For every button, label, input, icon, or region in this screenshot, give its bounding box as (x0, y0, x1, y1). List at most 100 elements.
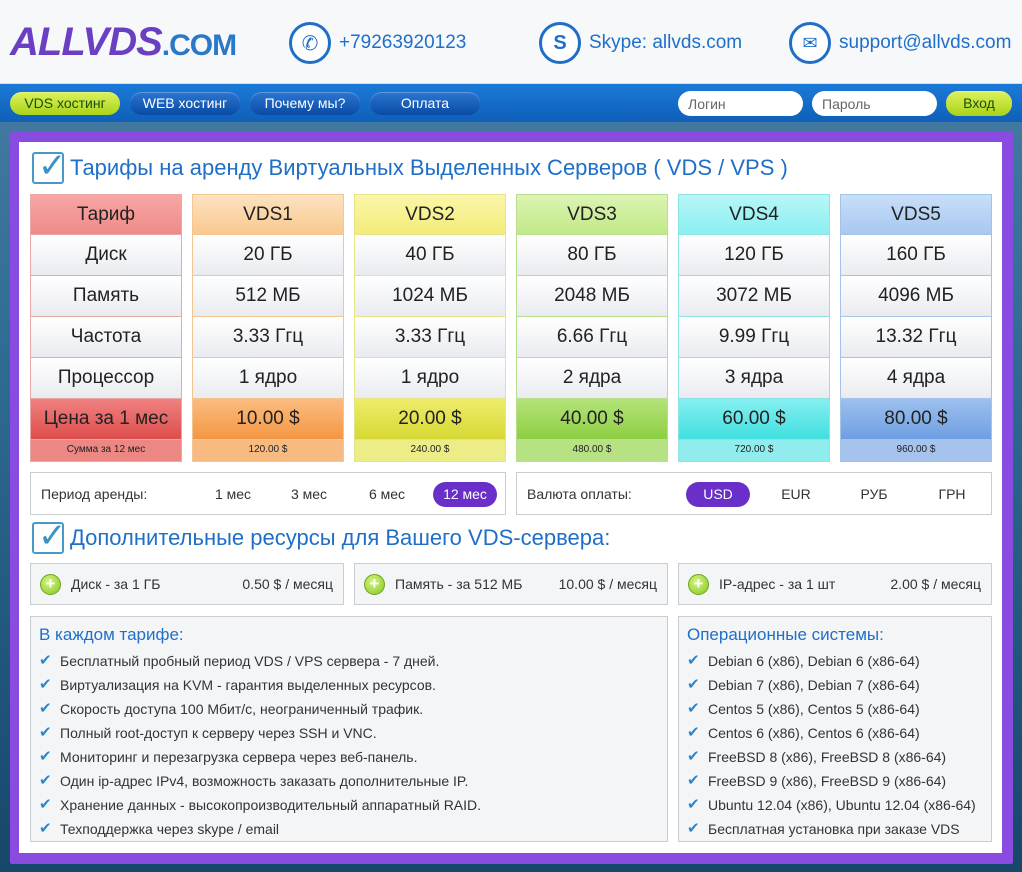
list-item: ✔ Скорость доступа 100 Мбит/с, неограниче… (39, 697, 481, 721)
check-icon: ✔ (687, 724, 700, 741)
check-icon: ✔ (687, 748, 700, 765)
plan-price: 60.00 $ (678, 399, 830, 440)
label-cpu: Процессор (30, 358, 182, 399)
resource-label: Память - за 512 МБ (395, 576, 523, 592)
skype-icon: S (539, 22, 581, 64)
plan-frequency: 3.33 Ггц (354, 317, 506, 358)
plan-cpu: 2 ядра (516, 358, 668, 399)
list-item: ✔ Мониторинг и перезагрузка сервера через… (39, 745, 481, 769)
plan-disk: 40 ГБ (354, 235, 506, 276)
password-input[interactable] (812, 91, 937, 116)
nav-web-hosting[interactable]: WEB хостинг (130, 92, 240, 115)
plan-memory: 2048 МБ (516, 276, 668, 317)
currency-rub[interactable]: РУБ (860, 486, 888, 502)
list-item: ✔ FreeBSD 9 (x86), FreeBSD 9 (x86-64) (687, 769, 976, 793)
features-title: В каждом тарифе: (39, 625, 184, 644)
plan-column-vds3[interactable]: VDS3 80 ГБ 2048 МБ 6.66 Ггц 2 ядра 40.00… (516, 194, 668, 462)
plan-column-vds4[interactable]: VDS4 120 ГБ 3072 МБ 9.99 Ггц 3 ядра 60.0… (678, 194, 830, 462)
label-sum: Сумма за 12 мес (30, 440, 182, 462)
email-contact: ✉ support@allvds.com (789, 22, 1011, 64)
phone-number: +79263920123 (339, 32, 467, 53)
list-item: ✔ Виртуализация на KVM - гарантия выделен… (39, 673, 481, 697)
checkbox-icon: ✓ (32, 517, 67, 555)
currency-usd[interactable]: USD (686, 482, 750, 507)
site-logo[interactable]: ALLVDS.COM (10, 20, 237, 68)
label-tariff: Тариф (30, 194, 182, 235)
list-item: ✔ Бесплатный пробный период VDS / VPS сер… (39, 649, 481, 673)
currency-selector: Валюта оплаты: USD EUR РУБ ГРН (516, 472, 992, 515)
os-box: Операционные системы: ✔ Debian 6 (x86), D… (678, 616, 992, 842)
login-input[interactable] (678, 91, 803, 116)
currency-label: Валюта оплаты: (527, 486, 632, 502)
plan-memory: 512 МБ (192, 276, 344, 317)
nav-vds-hosting[interactable]: VDS хостинг (10, 92, 120, 115)
list-item: ✔ Debian 6 (x86), Debian 6 (x86-64) (687, 649, 976, 673)
period-selector: Период аренды: 1 мес 3 мес 6 мес 12 мес (30, 472, 506, 515)
site-header: ALLVDS.COM ✆ +79263920123 S Skype: allvd… (0, 0, 1022, 84)
skype-name: Skype: allvds.com (589, 32, 743, 53)
plan-column-vds5[interactable]: VDS5 160 ГБ 4096 МБ 13.32 Ггц 4 ядра 80.… (840, 194, 992, 462)
plan-cpu: 1 ядро (354, 358, 506, 399)
nav-why-us[interactable]: Почему мы? (250, 92, 360, 115)
add-icon[interactable]: + (40, 574, 61, 595)
resource-price: 2.00 $ / месяц (890, 576, 981, 592)
plan-frequency: 6.66 Ггц (516, 317, 668, 358)
plan-disk: 20 ГБ (192, 235, 344, 276)
check-icon: ✔ (687, 820, 700, 837)
list-item: ✔ Один ip-адрес IPv4, возможность заказат… (39, 769, 481, 793)
plan-cpu: 1 ядро (192, 358, 344, 399)
skype-contact: S Skype: allvds.com (539, 22, 742, 64)
check-icon: ✔ (687, 652, 700, 669)
tariffs-title: Тарифы на аренду Виртуальных Выделенных … (70, 155, 788, 180)
plan-cpu: 3 ядра (678, 358, 830, 399)
check-icon: ✔ (39, 796, 52, 813)
plan-sum: 240.00 $ (354, 440, 506, 462)
period-option-1[interactable]: 1 мес (214, 486, 252, 502)
tariffs-heading: ✓ Тарифы на аренду Виртуальных Выделенны… (32, 147, 788, 185)
plan-price: 40.00 $ (516, 399, 668, 440)
currency-eur[interactable]: EUR (781, 486, 811, 502)
plan-frequency: 13.32 Ггц (840, 317, 992, 358)
plan-price: 20.00 $ (354, 399, 506, 440)
period-option-3[interactable]: 3 мес (290, 486, 328, 502)
email-link[interactable]: support@allvds.com (839, 32, 1012, 53)
period-option-6[interactable]: 6 мес (368, 486, 406, 502)
label-frequency: Частота (30, 317, 182, 358)
check-icon: ✔ (39, 772, 52, 789)
resource-price: 0.50 $ / месяц (242, 576, 333, 592)
list-item: ✔ Ubuntu 12.04 (x86), Ubuntu 12.04 (x86-6… (687, 793, 976, 817)
plan-name: VDS5 (840, 194, 992, 235)
label-memory: Память (30, 276, 182, 317)
tariff-labels-column: Тариф Диск Память Частота Процессор Цена… (30, 194, 182, 462)
plan-column-vds1[interactable]: VDS1 20 ГБ 512 МБ 3.33 Ггц 1 ядро 10.00 … (192, 194, 344, 462)
currency-uah[interactable]: ГРН (938, 486, 966, 502)
resource-disk[interactable]: + Диск - за 1 ГБ 0.50 $ / месяц (30, 563, 344, 605)
plan-name: VDS1 (192, 194, 344, 235)
label-disk: Диск (30, 235, 182, 276)
plan-sum: 960.00 $ (840, 440, 992, 462)
add-icon[interactable]: + (364, 574, 385, 595)
list-item: ✔ Техподдержка через skype / email (39, 817, 481, 841)
resource-ip[interactable]: + IP-адрес - за 1 шт 2.00 $ / месяц (678, 563, 992, 605)
resource-price: 10.00 $ / месяц (558, 576, 657, 592)
plan-column-vds2[interactable]: VDS2 40 ГБ 1024 МБ 3.33 Ггц 1 ядро 20.00… (354, 194, 506, 462)
phone-contact: ✆ +79263920123 (289, 22, 466, 64)
label-price: Цена за 1 мес (30, 399, 182, 440)
nav-payment[interactable]: Оплата (370, 92, 480, 115)
check-icon: ✔ (39, 748, 52, 765)
resource-label: Диск - за 1 ГБ (71, 576, 161, 592)
period-option-12[interactable]: 12 мес (433, 482, 497, 507)
plan-frequency: 9.99 Ггц (678, 317, 830, 358)
login-button[interactable]: Вход (946, 91, 1012, 116)
plan-cpu: 4 ядра (840, 358, 992, 399)
add-icon[interactable]: + (688, 574, 709, 595)
resource-label: IP-адрес - за 1 шт (719, 576, 836, 592)
plan-disk: 160 ГБ (840, 235, 992, 276)
resource-memory[interactable]: + Память - за 512 МБ 10.00 $ / месяц (354, 563, 668, 605)
plan-memory: 3072 МБ (678, 276, 830, 317)
logo-text: ALLVDS (10, 20, 163, 64)
list-item: ✔ Полный root-доступ к серверу через SSH … (39, 721, 481, 745)
period-label: Период аренды: (41, 486, 148, 502)
plan-price: 80.00 $ (840, 399, 992, 440)
plan-sum: 720.00 $ (678, 440, 830, 462)
